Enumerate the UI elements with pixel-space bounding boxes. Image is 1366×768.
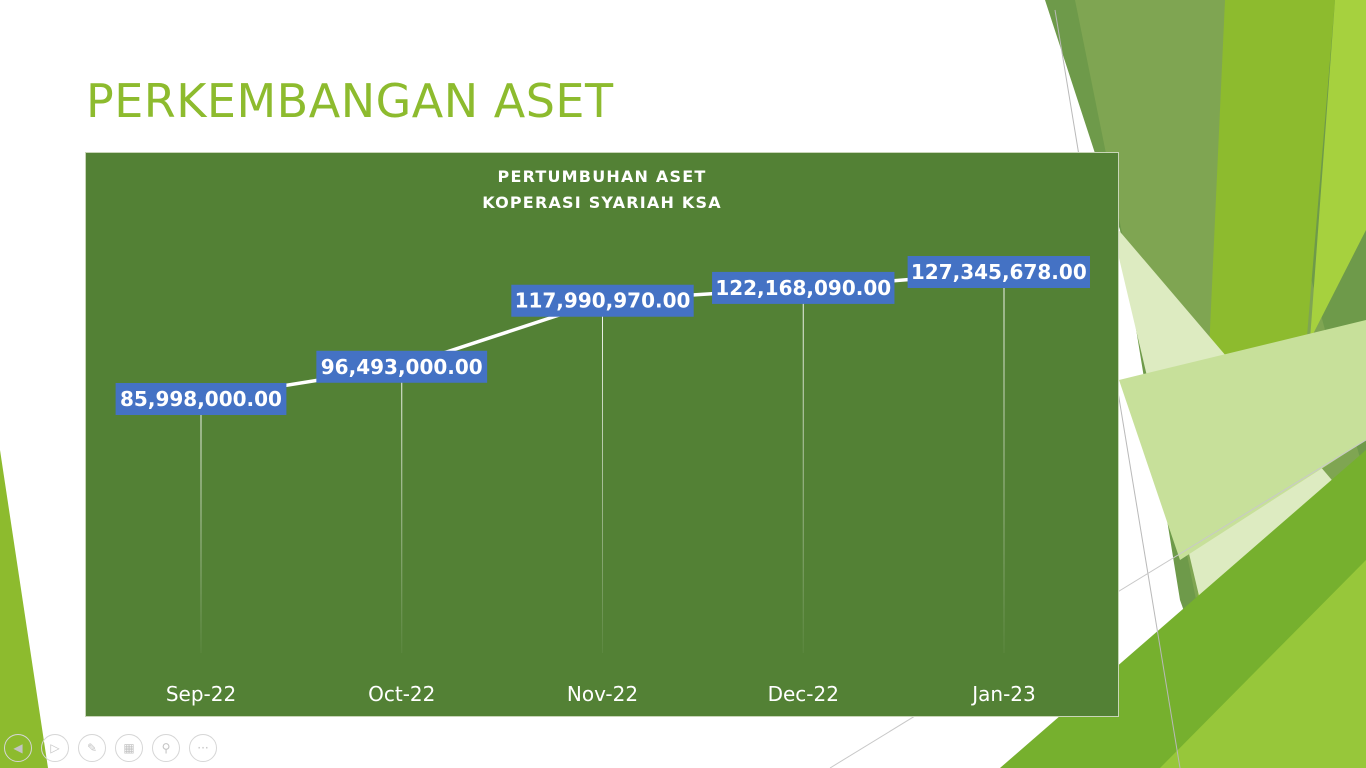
chart-subtitle: KOPERASI SYARIAH KSA <box>482 193 722 212</box>
prev-icon[interactable]: ◀ <box>4 734 32 762</box>
slides-icon[interactable]: ▦ <box>115 734 143 762</box>
x-tick-label: Dec-22 <box>768 682 839 706</box>
data-label-box <box>511 284 694 317</box>
deco-shape-light <box>1310 0 1366 340</box>
zoom-icon[interactable]: ⚲ <box>152 734 180 762</box>
chart-title: PERTUMBUHAN ASET <box>497 167 707 186</box>
slideshow-controls: ◀ ▷ ✎ ▦ ⚲ ··· <box>4 734 217 764</box>
data-label-box <box>712 271 895 304</box>
chart-panel: PERTUMBUHAN ASET KOPERASI SYARIAH KSA 85… <box>85 152 1119 717</box>
data-label-box <box>907 256 1090 288</box>
drop-line <box>802 287 804 653</box>
more-icon[interactable]: ··· <box>189 734 217 762</box>
line-chart: 85,998,000.00 96,493,000.00 117,990,970.00… <box>115 256 1090 706</box>
data-label: 85,998,000.00 <box>120 387 282 411</box>
data-label-box <box>316 350 488 383</box>
drop-line <box>200 399 202 653</box>
data-label-box <box>115 383 287 415</box>
deco-shape-pale2 <box>1119 320 1366 560</box>
deco-shape-bottom-right2 <box>1160 560 1366 768</box>
data-label: 96,493,000.00 <box>321 355 483 379</box>
x-tick-label: Oct-22 <box>368 682 435 706</box>
data-label: 117,990,970.00 <box>515 289 691 313</box>
data-label: 127,345,678.00 <box>911 260 1087 284</box>
deco-shape-left <box>0 450 48 768</box>
pen-icon[interactable]: ✎ <box>78 734 106 762</box>
x-tick-label: Sep-22 <box>166 682 236 706</box>
data-label: 122,168,090.00 <box>715 276 891 300</box>
drop-line <box>401 366 403 653</box>
slide-title: PERKEMBANGAN ASET <box>86 74 614 128</box>
drop-line <box>602 300 603 653</box>
drop-line <box>1003 272 1005 653</box>
next-icon[interactable]: ▷ <box>41 734 69 762</box>
x-tick-label: Jan-23 <box>970 682 1036 706</box>
x-tick-label: Nov-22 <box>567 682 638 706</box>
